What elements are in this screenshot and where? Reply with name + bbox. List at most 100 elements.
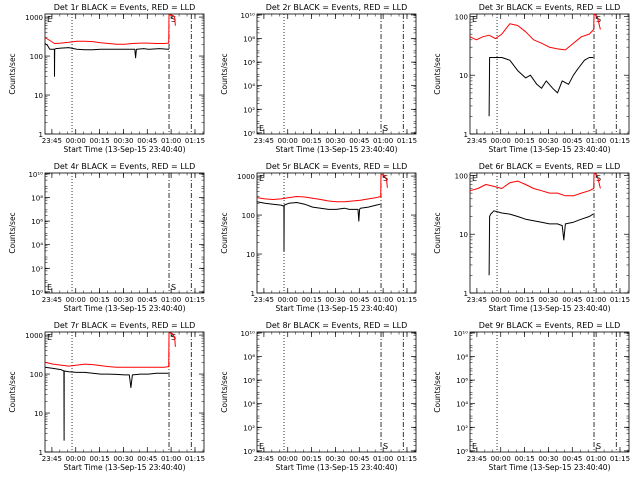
x-tick-label: 01:15 [610,137,630,145]
plot-frame [256,13,417,135]
x-tick-label: 00:15 [514,137,534,145]
y-tick-label: 10² [243,106,255,114]
x-tick-label: 00:00 [278,137,298,145]
y-tick-label: 1 [39,449,43,457]
x-tick-label: 23:45 [42,137,62,145]
panel-title: Det 8r BLACK = Events, RED = LLD [266,321,408,330]
series-line-events [44,366,169,441]
x-tick-label: 00:15 [89,455,109,463]
x-axis-label: Start Time (13-Sep-15 23:40:40) [489,304,611,313]
start-marker: E [472,442,477,451]
y-tick-label: 10⁰ [456,448,468,456]
x-tick-label: 00:00 [491,137,511,145]
x-tick-label: 00:45 [562,455,582,463]
y-axis-label: Counts/sec [8,371,17,412]
start-marker: E [47,15,52,24]
x-tick-label: 00:30 [325,137,345,145]
end-marker: S [383,442,388,451]
panel-det-3r: Det 3r BLACK = Events, RED = LLD 1 10 100 23… [433,3,630,154]
x-tick-label: 01:15 [397,296,417,304]
y-axis-label: Counts/sec [433,212,442,253]
end-marker: S [596,442,601,451]
x-tick-label: 01:15 [185,137,205,145]
x-tick-label: 00:45 [137,296,157,304]
plot-frame [469,331,630,453]
y-tick-label: 10⁴ [243,401,255,409]
x-tick-label: 00:30 [538,455,558,463]
y-tick-label: 1000 [25,14,43,22]
x-tick-label: 23:45 [254,455,274,463]
x-tick-label: 23:45 [42,455,62,463]
x-tick-label: 00:45 [562,296,582,304]
end-marker: S [171,15,176,24]
series-line-events [256,201,381,252]
panel-det-1r: Det 1r BLACK = Events, RED = LLD 1 10 100 10… [8,3,205,154]
y-tick-label: 10 [459,72,468,80]
y-tick-label: 10⁸ [243,354,255,362]
panel-title: Det 9r BLACK = Events, RED = LLD [479,321,621,330]
x-tick-label: 00:15 [301,455,321,463]
panel-title: Det 5r BLACK = Events, RED = LLD [266,162,408,171]
end-marker: S [596,174,601,183]
y-tick-label: 10⁶ [31,218,43,226]
y-tick-label: 10⁴ [456,401,468,409]
x-tick-label: 00:15 [514,296,534,304]
x-tick-label: 23:45 [254,296,274,304]
x-tick-label: 00:00 [66,137,86,145]
x-tick-label: 01:15 [397,455,417,463]
plot-frame [256,331,417,453]
x-tick-label: 00:30 [538,296,558,304]
x-axis-label: Start Time (13-Sep-15 23:40:40) [64,145,186,154]
y-tick-label: 10² [243,424,255,432]
x-tick-label: 00:45 [349,296,369,304]
y-axis-label: Counts/sec [220,212,229,253]
x-tick-label: 00:00 [66,296,86,304]
y-tick-label: 100 [30,371,43,379]
panel-title: Det 4r BLACK = Events, RED = LLD [54,162,196,171]
y-tick-label: 10¹⁰ [28,171,43,179]
y-tick-label: 1 [464,290,468,298]
y-tick-label: 10⁶ [243,59,255,67]
series-line-events [488,210,594,276]
y-tick-label: 10 [459,231,468,239]
end-marker: S [171,283,176,292]
y-tick-label: 10 [34,410,43,418]
x-tick-label: 01:00 [373,296,393,304]
panel-det-9r: Det 9r BLACK = Events, RED = LLD 10⁰ 10² 10… [433,321,630,472]
x-tick-label: 01:15 [610,455,630,463]
panel-det-7r: Det 7r BLACK = Events, RED = LLD 1 10 100 10… [8,321,205,472]
y-tick-label: 10⁶ [456,377,468,385]
end-marker: S [383,124,388,133]
panel-det-6r: Det 6r BLACK = Events, RED = LLD 1 10 100 23… [433,162,630,313]
plot-frame [469,13,630,135]
panel-det-8r: Det 8r BLACK = Events, RED = LLD 10⁰ 10² 10… [220,321,417,472]
x-tick-label: 00:30 [538,137,558,145]
x-tick-label: 00:00 [278,455,298,463]
y-tick-label: 10⁸ [31,195,43,203]
x-tick-label: 00:45 [349,455,369,463]
x-axis-label: Start Time (13-Sep-15 23:40:40) [489,145,611,154]
start-marker: E [472,15,477,24]
panel-det-2r: Det 2r BLACK = Events, RED = LLD 10⁰ 10² 10… [220,3,417,154]
x-tick-label: 01:00 [161,296,181,304]
x-axis-label: Start Time (13-Sep-15 23:40:40) [276,463,398,472]
x-tick-label: 01:00 [586,455,606,463]
x-axis-label: Start Time (13-Sep-15 23:40:40) [64,304,186,313]
y-tick-label: 1000 [25,332,43,340]
x-tick-label: 00:45 [137,137,157,145]
plot-frame [44,13,205,135]
x-tick-label: 23:45 [467,455,487,463]
y-tick-label: 1 [39,131,43,139]
x-tick-label: 00:15 [514,455,534,463]
x-tick-label: 23:45 [467,137,487,145]
y-tick-label: 1 [464,131,468,139]
y-axis-label: Counts/sec [8,53,17,94]
x-tick-label: 01:00 [586,137,606,145]
x-tick-label: 23:45 [467,296,487,304]
y-tick-label: 100 [242,212,255,220]
x-tick-label: 00:15 [301,137,321,145]
y-axis-label: Counts/sec [220,53,229,94]
y-tick-label: 10⁴ [243,83,255,91]
y-tick-label: 10⁰ [243,448,255,456]
